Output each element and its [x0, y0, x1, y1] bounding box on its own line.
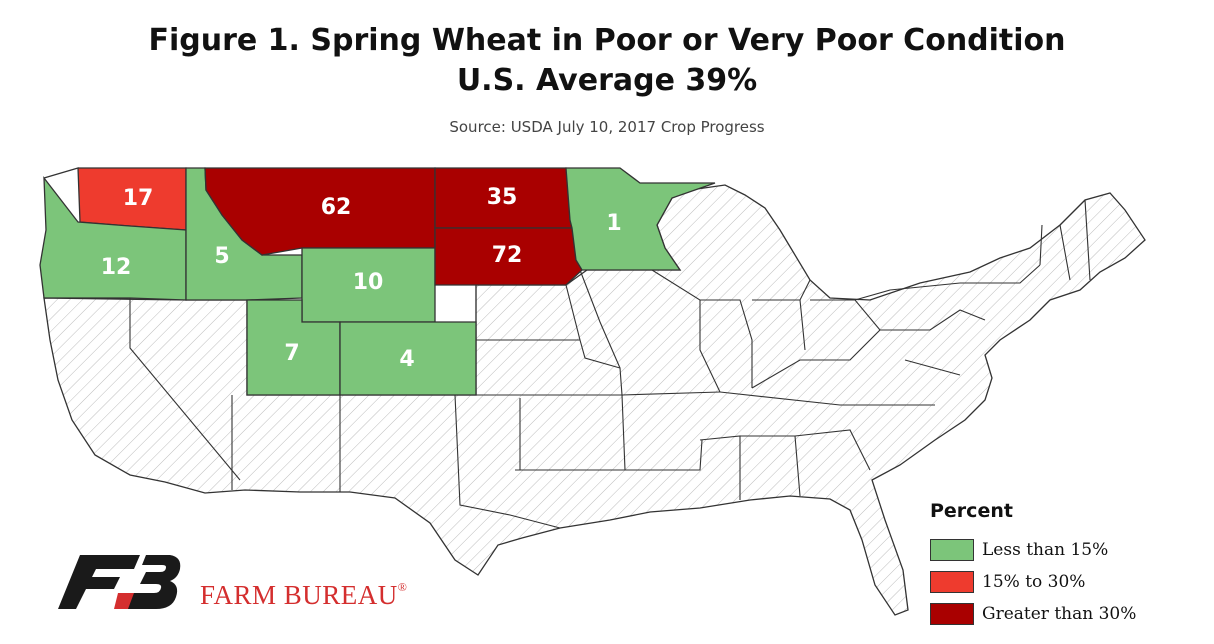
source-note: Source: USDA July 10, 2017 Crop Progress — [449, 118, 765, 136]
legend-label-mid: 15% to 30% — [982, 572, 1086, 592]
legend-swatch-high — [930, 603, 974, 625]
legend-item-mid: 15% to 30% — [930, 566, 1136, 598]
value-label-mn: 1 — [606, 211, 621, 236]
value-label-mt: 62 — [321, 195, 352, 220]
value-label-nd: 35 — [487, 185, 518, 210]
legend-label-high: Greater than 30% — [982, 604, 1137, 624]
chart-title-line1: Figure 1. Spring Wheat in Poor or Very P… — [148, 23, 1066, 58]
legend-item-high: Greater than 30% — [930, 598, 1136, 630]
farm-bureau-logo-icon — [58, 555, 181, 609]
brand-name: FARM BUREAU® — [200, 580, 407, 611]
value-label-or: 12 — [101, 255, 132, 280]
legend-title: Percent — [930, 500, 1013, 522]
value-label-wy: 10 — [353, 270, 384, 295]
chart-title-line2: U.S. Average 39% — [456, 63, 758, 98]
state-minnesota — [565, 167, 716, 271]
value-label-sd: 72 — [492, 243, 523, 268]
value-label-id: 5 — [214, 244, 229, 269]
value-label-co: 4 — [399, 347, 414, 372]
legend-swatch-mid — [930, 571, 974, 593]
legend-item-low: Less than 15% — [930, 534, 1136, 566]
state-oregon — [39, 175, 187, 301]
value-label-ut: 7 — [284, 341, 299, 366]
registered-mark: ® — [397, 580, 408, 594]
legend: Percent Less than 15% 15% to 30% Greater… — [930, 500, 1136, 630]
value-label-wa: 17 — [123, 186, 154, 211]
brand-name-text: FARM BUREAU — [200, 580, 398, 610]
legend-swatch-low — [930, 539, 974, 561]
state-colorado — [339, 321, 477, 396]
legend-label-low: Less than 15% — [982, 540, 1109, 560]
state-borders — [129, 199, 1091, 529]
